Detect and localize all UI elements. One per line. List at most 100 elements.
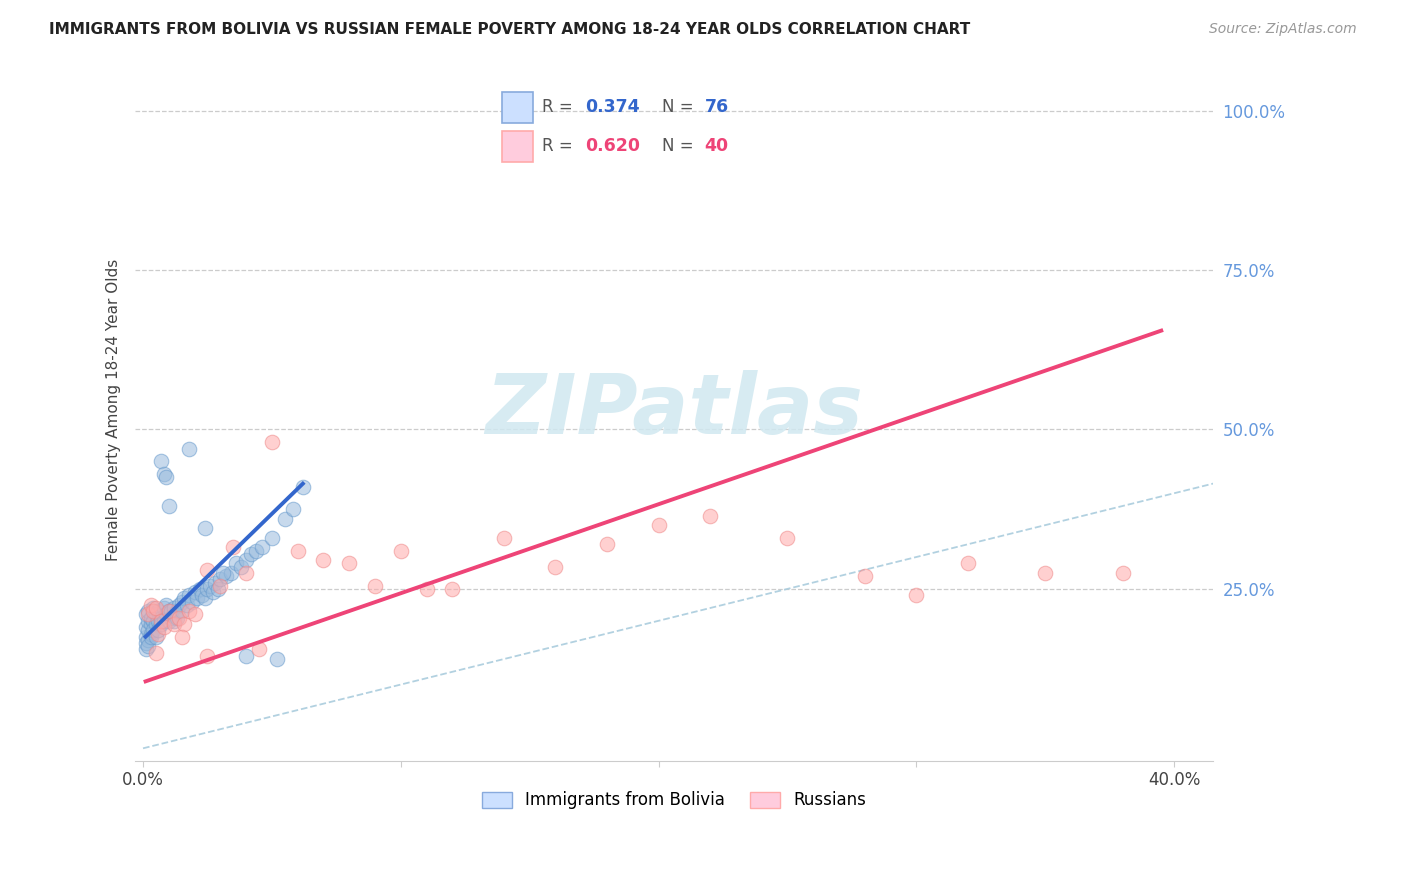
Point xyxy=(235,553,257,567)
Point xyxy=(166,604,188,618)
Point xyxy=(160,604,183,618)
Point xyxy=(139,598,162,612)
Point xyxy=(173,591,195,606)
Point xyxy=(142,604,165,618)
Point xyxy=(956,557,979,571)
Point xyxy=(194,591,217,606)
Point xyxy=(155,598,177,612)
Point xyxy=(148,624,170,638)
Point xyxy=(260,531,283,545)
Point xyxy=(179,588,201,602)
Point xyxy=(776,531,799,545)
Point xyxy=(186,591,208,606)
Point xyxy=(167,598,190,612)
Point xyxy=(163,617,186,632)
Point xyxy=(142,601,165,615)
Point xyxy=(188,582,211,596)
Point xyxy=(136,607,159,622)
Text: Source: ZipAtlas.com: Source: ZipAtlas.com xyxy=(1209,22,1357,37)
Point xyxy=(699,508,721,523)
Point xyxy=(135,636,157,650)
Point xyxy=(266,652,288,666)
Point xyxy=(136,624,159,638)
Point xyxy=(136,632,159,647)
Point xyxy=(1033,566,1056,580)
Point xyxy=(291,480,314,494)
Point xyxy=(150,614,173,628)
Point xyxy=(157,614,180,628)
Point xyxy=(441,582,464,596)
Point xyxy=(142,624,165,638)
Point xyxy=(235,566,257,580)
Point xyxy=(287,543,309,558)
Point xyxy=(596,537,619,551)
Point xyxy=(148,614,170,628)
Point xyxy=(179,442,201,456)
Point xyxy=(181,594,204,608)
Point xyxy=(135,620,157,634)
Point xyxy=(135,642,157,657)
Point xyxy=(209,572,232,586)
Point xyxy=(260,435,283,450)
Point xyxy=(219,566,242,580)
Point xyxy=(150,610,173,624)
Point xyxy=(1111,566,1133,580)
Legend: Immigrants from Bolivia, Russians: Immigrants from Bolivia, Russians xyxy=(475,785,873,816)
Point xyxy=(229,559,252,574)
Point xyxy=(152,467,174,482)
Point xyxy=(415,582,437,596)
Point xyxy=(142,614,165,628)
Point xyxy=(274,512,297,526)
Point xyxy=(157,499,180,513)
Point xyxy=(170,604,193,618)
Point xyxy=(163,614,186,628)
Point xyxy=(160,610,183,624)
Point xyxy=(183,607,205,622)
Point xyxy=(148,604,170,618)
Point xyxy=(191,588,214,602)
Point xyxy=(197,563,219,577)
Point xyxy=(136,604,159,618)
Point xyxy=(214,569,236,583)
Point xyxy=(240,547,263,561)
Point xyxy=(148,626,170,640)
Point xyxy=(337,557,360,571)
Point xyxy=(544,559,567,574)
Point xyxy=(167,610,190,624)
Point xyxy=(145,617,167,632)
Point xyxy=(139,626,162,640)
Point xyxy=(173,617,195,632)
Point xyxy=(364,579,387,593)
Point xyxy=(152,614,174,628)
Point xyxy=(145,630,167,644)
Point xyxy=(647,518,669,533)
Y-axis label: Female Poverty Among 18-24 Year Olds: Female Poverty Among 18-24 Year Olds xyxy=(107,260,121,561)
Point xyxy=(150,454,173,468)
Point xyxy=(207,582,229,596)
Point xyxy=(905,588,928,602)
Point xyxy=(155,607,177,622)
Point xyxy=(145,607,167,622)
Point xyxy=(152,601,174,615)
Point xyxy=(389,543,412,558)
Point xyxy=(139,610,162,624)
Point xyxy=(194,521,217,535)
Point xyxy=(136,614,159,628)
Point xyxy=(145,646,167,660)
Point xyxy=(176,598,198,612)
Point xyxy=(250,541,273,555)
Point xyxy=(157,604,180,618)
Point xyxy=(163,601,186,615)
Point xyxy=(235,648,257,663)
Point xyxy=(170,594,193,608)
Point xyxy=(247,642,270,657)
Point xyxy=(312,553,335,567)
Point xyxy=(152,620,174,634)
Point xyxy=(492,531,515,545)
Point xyxy=(222,541,245,555)
Point xyxy=(198,579,221,593)
Point xyxy=(145,601,167,615)
Point xyxy=(135,607,157,622)
Point xyxy=(853,569,876,583)
Point xyxy=(204,575,226,590)
